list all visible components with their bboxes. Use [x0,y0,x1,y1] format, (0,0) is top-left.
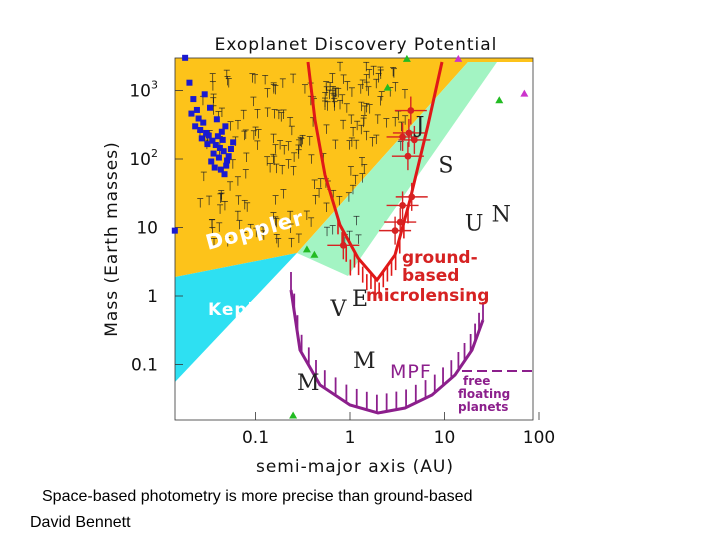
transit-planet-point [208,158,215,165]
planet-label-j: J [414,114,425,139]
transit-planet-point [190,96,197,103]
transit-planet-point [195,115,202,122]
transit-planet-point [211,164,218,171]
mpf-label: MPF [390,361,432,383]
transit-planet-point [205,132,212,139]
imaging-planet-point [383,83,392,91]
transit-planet-point [193,106,200,113]
microlensing-planet-point [408,193,416,201]
y-tick-exponent: 3 [151,79,158,92]
microlensing-planet-point [391,227,399,235]
imaging-planet-point [402,54,411,62]
kepler-region [175,253,297,382]
kepler-label: Kepler [208,300,276,320]
planet-series [171,54,529,419]
transit-planet-point [223,162,230,169]
detection-regions [175,58,533,420]
transit-planet-point [212,142,219,149]
transit-planet-point [224,157,231,164]
microlensing-planet-point [399,133,406,141]
microlensing-curve [306,61,444,283]
transit-planet-point [192,123,199,130]
transit-planet-point [198,135,205,142]
transit-planet-point [230,139,237,146]
ground-label-line1: ground- [402,248,478,268]
free-label-line2: floating [458,387,510,401]
x-tick-label: 1 [345,428,356,448]
transit-planet-point [188,110,195,117]
x-tick-label: 0.1 [242,428,269,448]
transit-planet-point [206,104,213,111]
ground-label-line2: based [402,266,459,286]
planet-label-m: M [297,371,320,396]
planet-label-e: E [352,287,368,312]
y-ticks: 0.1 1 10 102 103 [129,79,183,376]
microlensing-planet-point [410,136,418,144]
transit-planet-point [222,123,229,130]
free-label-line1: free [463,374,490,388]
imaging-planet-point [302,245,311,253]
transit-planet-point [213,116,220,123]
sensitivity-curves [289,61,533,415]
transit-planet-point [201,91,208,98]
imaging-planet-point [289,411,298,419]
transit-planet-point [221,171,228,178]
y-axis-label: Mass (Earth masses) [102,141,122,336]
planet-label-v: V [330,297,348,322]
doppler-planet-points [196,61,415,248]
transit-planet-point [215,154,222,161]
transit-planet-point [204,141,211,148]
mpf-curve [289,289,485,415]
transit-planet-point [225,153,232,160]
transit-planet-point [227,145,234,152]
free-label-line3: planets [458,400,508,414]
microlensing-planet-point [396,218,404,226]
planet-label-n: N [492,203,511,228]
transit-planet-point [209,137,216,144]
x-tick-label: 100 [523,428,555,448]
imaging-planet-point [495,96,504,104]
y-tick-label: 1 [147,287,158,307]
x-tick-label: 10 [434,428,456,448]
microlensing-planet-point [399,202,406,209]
planet-label-s: S [438,154,453,179]
microlensing-planet-point [407,107,415,114]
y-tick-label: 0.1 [131,356,158,376]
sim-region [297,62,497,276]
planet-label-u: U [465,211,484,236]
transit-planet-point [171,227,178,234]
microlensing-planet-point [404,152,412,160]
transit-planet-point [217,166,224,173]
y-tick-label: 102 [129,147,158,170]
transit-planet-point [200,119,207,126]
transit-planet-point [197,127,204,134]
solar-system-planet-labels: JS U N V E M M [297,114,511,396]
transit-planet-point [219,136,226,143]
caption-line-2: David Bennett [30,514,131,531]
caption-line-1: Space-based photometry is more precise t… [42,488,473,505]
planet-label-m: M [353,349,376,374]
microlensing-planet-point [405,129,413,137]
y-tick-label: 103 [129,79,158,102]
microlensing-planet-point [339,241,347,249]
other-planet-point [520,89,529,97]
transit-planet-point [182,54,189,61]
transit-planet-point [186,79,193,86]
transit-planet-point [220,148,227,155]
x-ticks: 0.1 1 10 100 [242,412,555,448]
plot-frame [174,57,534,421]
transit-planet-point [218,128,225,135]
transit-planet-point [214,133,221,140]
transit-planet-point [210,150,217,157]
x-axis-label: semi-major axis (AU) [256,457,454,477]
imaging-planet-point [310,250,319,258]
other-planet-point [454,54,463,62]
transit-planet-point [216,144,223,151]
doppler-region [175,58,533,277]
chart-title: Exoplanet Discovery Potential [215,35,498,55]
y-tick-exponent: 2 [151,147,158,160]
ground-label-line3: microlensing [366,286,489,306]
y-tick-label: 10 [136,219,158,239]
